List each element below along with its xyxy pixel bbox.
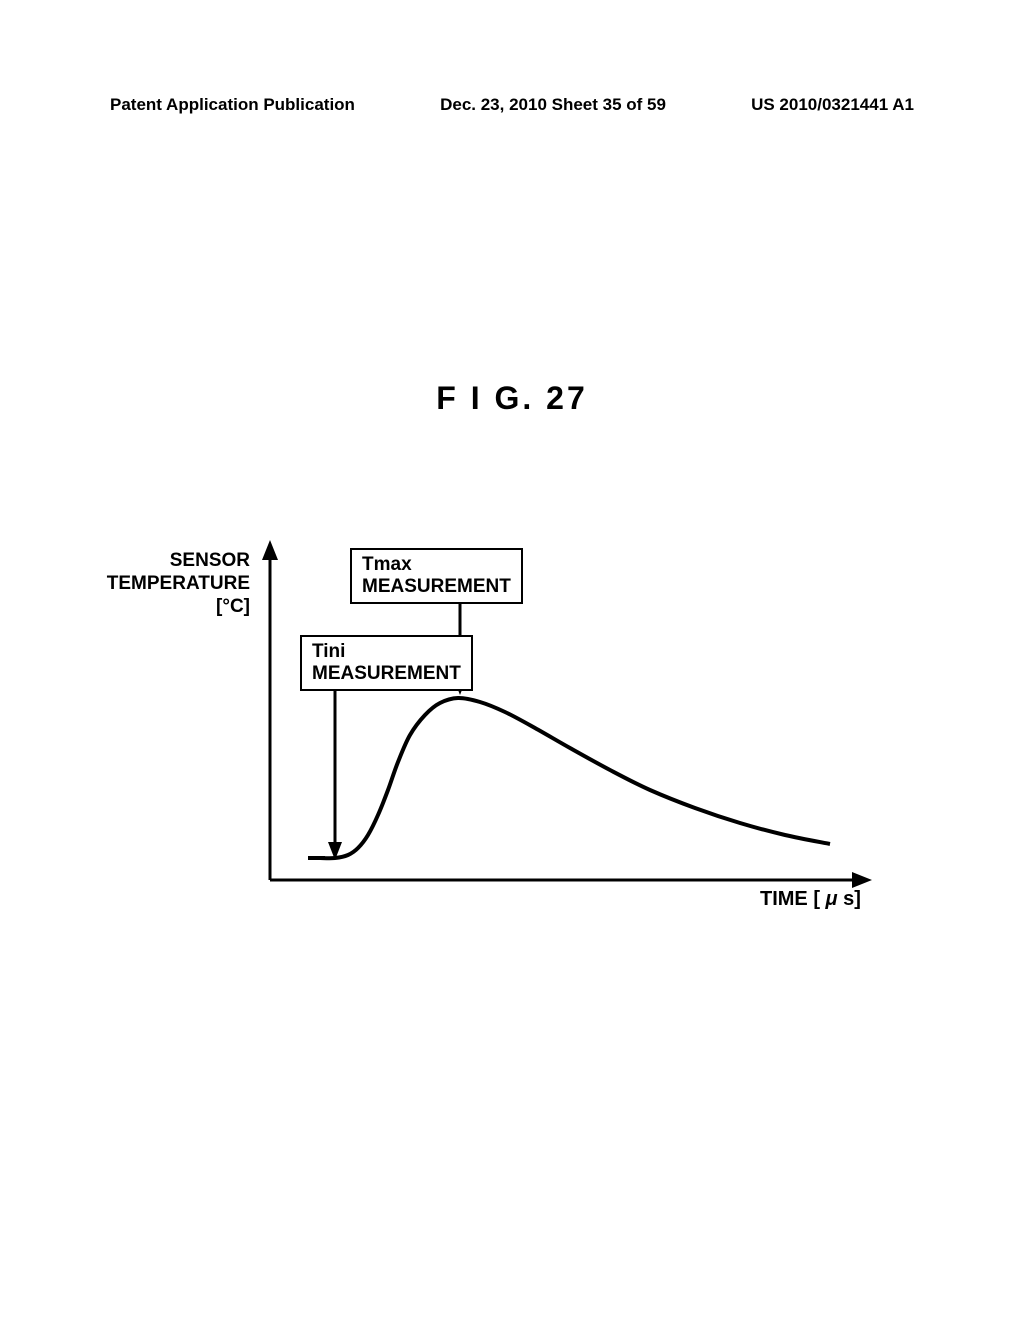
tini-measurement-box: Tini MEASUREMENT: [300, 635, 473, 691]
x-axis-arrowhead-icon: [852, 872, 872, 888]
x-axis-label: TIME [ μ s]: [760, 888, 861, 911]
header-left: Patent Application Publication: [110, 95, 355, 115]
page-header: Patent Application Publication Dec. 23, …: [0, 95, 1024, 115]
header-right: US 2010/0321441 A1: [751, 95, 914, 115]
temperature-chart: SENSOR TEMPERATURE [°C] Tmax MEASUREMENT…: [140, 540, 900, 920]
y-axis-label: SENSOR TEMPERATURE [°C]: [100, 550, 250, 618]
tmax-measurement-box: Tmax MEASUREMENT: [350, 548, 523, 604]
y-axis-arrowhead-icon: [262, 540, 278, 560]
header-center: Dec. 23, 2010 Sheet 35 of 59: [440, 95, 666, 115]
temperature-curve: [320, 698, 830, 858]
figure-title: F I G. 27: [0, 380, 1024, 417]
